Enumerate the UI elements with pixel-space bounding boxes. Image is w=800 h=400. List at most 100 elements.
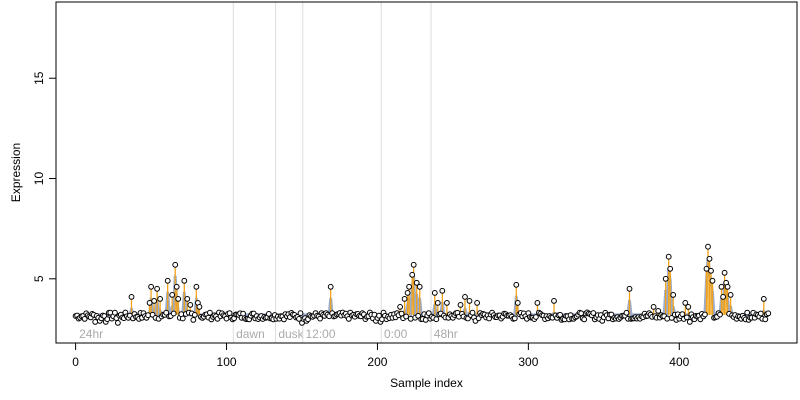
data-point (551, 298, 557, 304)
data-point (173, 283, 180, 290)
data-point (151, 298, 158, 304)
data-point (706, 255, 713, 262)
data-point (397, 304, 404, 310)
data-point (717, 311, 723, 318)
data-point (511, 315, 518, 322)
region-label: 0:00 (384, 327, 408, 341)
data-point (265, 311, 272, 317)
data-point (655, 308, 662, 314)
data-point (457, 302, 464, 308)
data-point (762, 316, 769, 323)
data-point (513, 281, 520, 288)
plot-layer: 24hr dawn dusk 12:00 0:00 48hr 0 100 200 300 400 5 1… (9, 1, 798, 390)
data-point (317, 315, 324, 322)
data-point (403, 313, 410, 320)
data-point (406, 283, 413, 290)
data-point (705, 243, 711, 250)
data-point (765, 310, 772, 317)
data-point (409, 271, 416, 278)
x-tick-label: 200 (367, 355, 387, 369)
data-point (425, 310, 432, 317)
data-point (115, 320, 121, 326)
data-point (534, 300, 541, 306)
data-point (474, 300, 481, 306)
data-point (431, 290, 438, 296)
data-point (164, 277, 171, 284)
data-point (148, 283, 155, 290)
data-point (196, 304, 203, 310)
data-point (590, 310, 597, 316)
region-label: 24hr (79, 327, 103, 341)
data-point (650, 304, 657, 310)
data-point (466, 298, 473, 304)
data-point (240, 310, 247, 317)
data-point (163, 309, 170, 316)
data-point (184, 296, 191, 302)
data-point (191, 312, 198, 318)
data-point (709, 277, 716, 284)
data-point (223, 315, 230, 322)
data-point (665, 253, 672, 260)
data-point (416, 283, 423, 290)
y-tick-label: 15 (32, 71, 46, 85)
data-point (112, 309, 118, 316)
data-point (434, 300, 441, 306)
data-point (685, 304, 692, 310)
region-label: dusk (278, 327, 304, 341)
data-point (404, 290, 411, 296)
data-point (720, 294, 726, 300)
x-tick-label: 400 (669, 355, 689, 369)
y-axis-title: Expression (9, 143, 23, 202)
data-point (401, 296, 408, 302)
region-label: 48hr (434, 327, 458, 341)
data-point (327, 283, 334, 290)
data-point (413, 279, 420, 286)
data-point (128, 294, 135, 300)
data-point (170, 310, 177, 317)
data-point (670, 292, 677, 298)
data-point (682, 300, 689, 306)
data-point (581, 316, 588, 323)
data-point (169, 292, 176, 298)
data-point (433, 316, 440, 323)
data-point (623, 309, 630, 316)
data-point (721, 269, 728, 276)
data-point (708, 267, 714, 274)
x-tick-label: 0 (72, 355, 79, 369)
x-axis-title: Sample index (390, 376, 463, 390)
data-point (190, 317, 197, 323)
data-point (81, 316, 88, 322)
data-point (193, 283, 200, 290)
data-point (533, 314, 539, 320)
data-point (157, 296, 164, 302)
data-point (179, 315, 186, 322)
y-tick-label: 5 (32, 275, 46, 282)
data-point (439, 287, 446, 294)
data-point (181, 277, 188, 284)
data-point (702, 311, 708, 318)
data-point (297, 310, 304, 317)
data-point (514, 300, 521, 306)
data-point (686, 319, 693, 325)
data-point (444, 300, 450, 306)
data-point (667, 265, 674, 272)
data-point (703, 265, 710, 272)
data-point (662, 275, 669, 282)
data-point (469, 309, 476, 316)
data-point (718, 283, 725, 290)
data-point (760, 296, 767, 302)
data-point (724, 283, 731, 290)
data-point (679, 311, 686, 318)
data-point (175, 296, 182, 302)
data-point (744, 309, 751, 316)
x-tick-label: 100 (217, 355, 237, 369)
data-point (398, 310, 405, 317)
region-label: 12:00 (306, 327, 336, 341)
data-point (664, 315, 671, 322)
data-point (187, 302, 194, 308)
data-point (376, 312, 382, 319)
data-point (462, 294, 468, 300)
data-point (683, 314, 690, 321)
data-point (557, 311, 563, 318)
